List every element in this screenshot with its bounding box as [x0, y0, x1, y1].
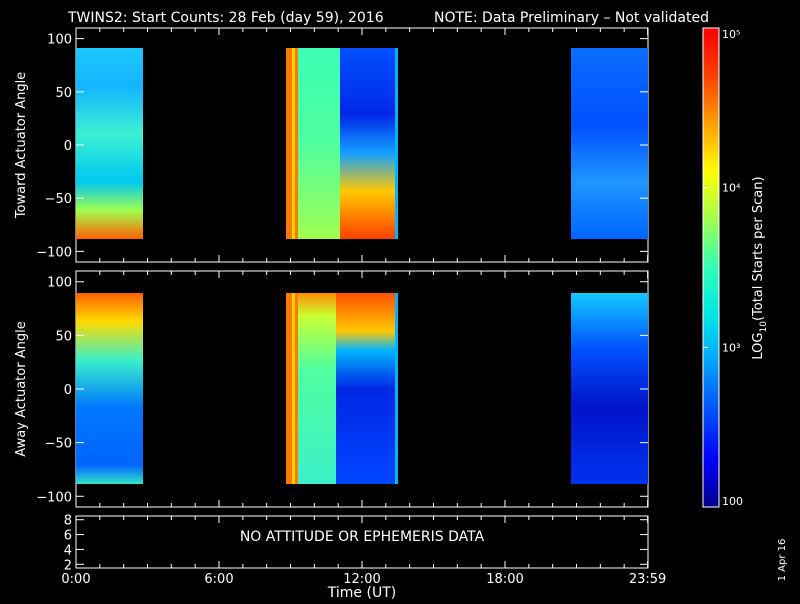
attitude-ytick-label: 8	[64, 514, 72, 529]
away-stripe-yellow	[292, 293, 295, 484]
toward-ytick-label: 50	[55, 86, 72, 101]
attitude-ytick-label: 6	[64, 529, 72, 544]
away-block-middle-right	[336, 293, 395, 484]
colorbar-tick-label: 10³	[722, 341, 740, 354]
colorbar-label: LOG10(Total Starts per Scan)	[751, 176, 769, 359]
away-block-late	[571, 293, 648, 484]
attitude-ytick-label: 2	[64, 558, 72, 573]
xtick-label: 23:59	[629, 572, 666, 587]
away-ytick-label: −50	[45, 437, 72, 452]
attitude-ytick-label: 4	[64, 543, 72, 558]
time-x-axis: 0:00 6:00 12:00 18:00 23:59	[61, 28, 666, 587]
date-stamp: 1 Apr 16	[777, 539, 788, 582]
toward-angle-panel: 100 50 0 −50 −100 Toward Actuator Angle	[14, 27, 649, 263]
xtick-label: 6:00	[204, 572, 233, 587]
colorbar-tick-label: 100	[722, 495, 743, 508]
preliminary-note: NOTE: Data Preliminary – Not validated	[434, 10, 709, 26]
toward-block-early	[76, 48, 143, 239]
toward-ytick-label: −100	[36, 245, 72, 260]
toward-ytick-label: 100	[47, 33, 72, 48]
toward-stripe-edge	[395, 48, 398, 239]
no-data-message: NO ATTITUDE OR EPHEMERIS DATA	[240, 529, 485, 545]
toward-block-middle-right	[340, 48, 395, 239]
xtick-label: 0:00	[61, 572, 90, 587]
away-stripe-edge	[395, 293, 398, 484]
toward-heatmap	[76, 48, 648, 239]
away-ytick-label: 0	[64, 383, 72, 398]
x-axis-label: Time (UT)	[327, 585, 396, 600]
colorbar-gradient	[702, 27, 720, 508]
colorbar-tick-label: 10⁴	[722, 182, 741, 195]
toward-stripe-yellow	[292, 48, 295, 239]
away-ytick-label: 100	[47, 276, 72, 291]
colorbar-ticks: 100 10³ 10⁴ 10⁵	[703, 27, 743, 508]
away-ytick-label: −100	[36, 490, 72, 505]
away-block-early	[76, 293, 143, 484]
away-ytick-label: 50	[55, 329, 72, 344]
toward-ylabel: Toward Actuator Angle	[14, 72, 29, 219]
colorbar-tick-label: 10⁵	[722, 28, 740, 41]
away-angle-panel: 100 50 0 −50 −100 Away Actuator Angle	[14, 270, 649, 508]
toward-block-late	[571, 48, 648, 239]
figure-title: TWINS2: Start Counts: 28 Feb (day 59), 2…	[67, 10, 384, 26]
toward-y-axis: 100 50 0 −50 −100	[36, 33, 648, 260]
away-ylabel: Away Actuator Angle	[14, 321, 29, 456]
toward-ytick-label: −50	[45, 192, 72, 207]
away-y-axis: 100 50 0 −50 −100	[36, 276, 648, 505]
xtick-label: 18:00	[486, 572, 523, 587]
colorbar: 100 10³ 10⁴ 10⁵ LOG10(Total Starts per Scan…	[702, 27, 769, 508]
xtick-label: 12:00	[343, 572, 380, 587]
toward-ytick-label: 0	[64, 139, 72, 154]
away-heatmap	[76, 293, 648, 484]
